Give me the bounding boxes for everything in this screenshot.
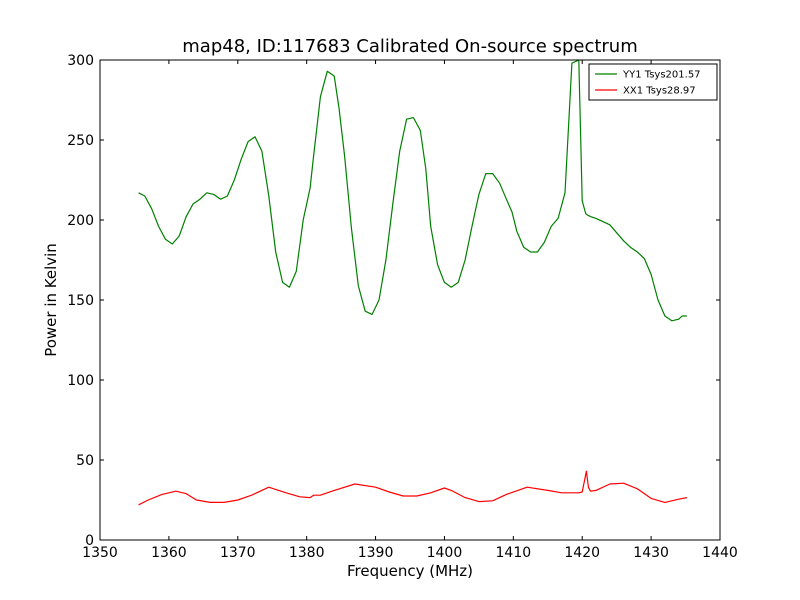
x-tick-label: 1420 [564,545,600,561]
x-tick-label: 1390 [358,545,394,561]
y-tick-labels: 0 50 100 150 200 250 300 [67,53,94,549]
x-axis-label: Frequency (MHz) [347,562,473,580]
x-tick-label: 1400 [427,545,463,561]
x-tick-label: 1440 [702,545,738,561]
x-tick-labels: 1350 1360 1370 1380 1390 1400 1410 1420 1430 1440 [82,545,738,561]
x-tick-label: 1410 [496,545,532,561]
x-tick-label: 1370 [220,545,256,561]
series-line-1 [138,59,687,322]
y-tick-label: 300 [67,53,94,69]
legend: YY1 Tsys201.57 XX1 Tsys28.97 [588,63,718,101]
legend-box [588,63,718,101]
y-tick-label: 200 [67,213,94,229]
series-lines [138,59,688,506]
y-tick-label: 250 [67,133,94,149]
x-tick-label: 1360 [151,545,187,561]
series-line-2 [138,470,688,506]
axis-ticks [99,59,721,541]
x-tick-label: 1350 [82,545,118,561]
y-tick-label: 150 [67,293,94,309]
y-tick-label: 100 [67,373,94,389]
chart-title: map48, ID:117683 Calibrated On-source sp… [182,36,637,57]
x-tick-label: 1380 [289,545,325,561]
y-tick-label: 0 [85,533,94,549]
x-tick-label: 1430 [633,545,669,561]
y-tick-label: 50 [76,453,94,469]
legend-label-2: XX1 Tsys28.97 [623,86,696,97]
legend-label-1: YY1 Tsys201.57 [622,70,701,81]
y-axis-label: Power in Kelvin [42,243,60,357]
